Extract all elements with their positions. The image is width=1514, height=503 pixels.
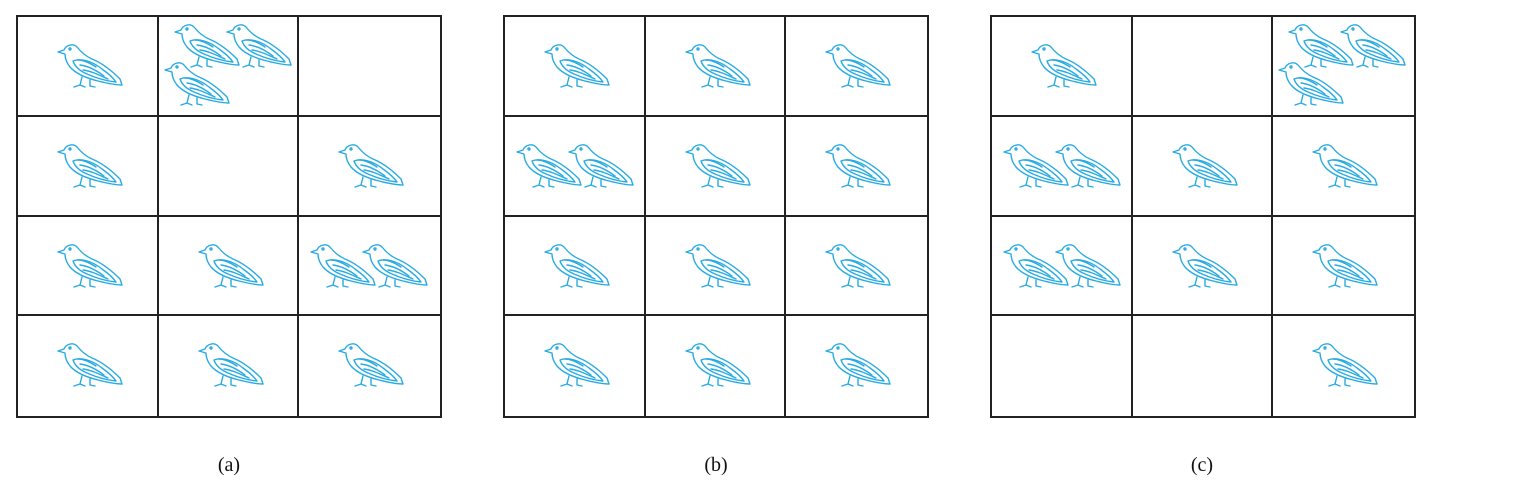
pigeonhole xyxy=(992,17,1133,117)
pigeonhole xyxy=(505,316,646,416)
pigeonhole xyxy=(1132,116,1274,217)
pigeon-icon xyxy=(197,241,265,291)
pigeon-icon xyxy=(543,340,611,390)
figure-c xyxy=(990,15,1416,418)
pigeon-icon xyxy=(824,340,892,390)
pigeonhole xyxy=(158,116,300,217)
pigeonhole xyxy=(505,17,646,117)
figure-b xyxy=(503,15,929,418)
pigeonhole xyxy=(786,316,927,416)
pigeonhole xyxy=(992,316,1133,416)
pigeonhole xyxy=(786,117,927,217)
pigeon-icon xyxy=(684,41,752,91)
pigeonhole xyxy=(1132,17,1274,117)
pigeon-icon xyxy=(1054,141,1122,191)
caption-a: (a) xyxy=(217,454,241,476)
pigeon-icon xyxy=(56,41,124,91)
pigeonhole xyxy=(992,216,1133,317)
pigeon-icon xyxy=(225,21,293,71)
pigeon-icon xyxy=(543,241,611,291)
pigeon-icon xyxy=(1002,141,1070,191)
pigeon-icon xyxy=(1287,21,1355,71)
pigeon-icon xyxy=(1171,141,1239,191)
pigeon-icon xyxy=(567,141,635,191)
pigeon-icon xyxy=(684,141,752,191)
pigeon-icon xyxy=(56,340,124,390)
pigeonhole xyxy=(1273,17,1414,117)
pigeon-icon xyxy=(824,241,892,291)
pigeon-icon xyxy=(309,241,377,291)
pigeonhole xyxy=(18,316,159,416)
pigeonhole xyxy=(1133,316,1274,416)
pigeonhole xyxy=(18,116,159,217)
pigeonhole xyxy=(158,216,300,317)
caption-c: (c) xyxy=(1190,454,1214,476)
pigeonhole-grid-b xyxy=(503,15,929,418)
pigeonhole xyxy=(992,116,1133,217)
pigeonhole xyxy=(299,316,440,416)
pigeon-icon xyxy=(56,141,124,191)
pigeonhole xyxy=(505,116,646,217)
pigeonhole xyxy=(645,17,787,117)
pigeonhole xyxy=(299,17,440,117)
pigeonhole xyxy=(18,216,159,317)
pigeonhole-grid-c xyxy=(990,15,1416,418)
pigeonhole-grid-a xyxy=(16,15,442,418)
pigeon-icon xyxy=(543,41,611,91)
pigeon-icon xyxy=(163,59,231,109)
pigeonhole xyxy=(18,17,159,117)
pigeonhole xyxy=(505,216,646,317)
pigeonhole xyxy=(645,116,787,217)
pigeonhole xyxy=(158,17,300,117)
pigeon-icon xyxy=(824,41,892,91)
pigeon-icon xyxy=(1311,241,1379,291)
pigeonhole xyxy=(786,217,927,317)
pigeon-icon xyxy=(56,241,124,291)
pigeonhole xyxy=(1132,216,1274,317)
pigeonhole xyxy=(645,216,787,317)
pigeon-icon xyxy=(197,340,265,390)
pigeon-icon xyxy=(173,21,241,71)
pigeon-icon xyxy=(361,241,429,291)
pigeonhole xyxy=(1273,117,1414,217)
pigeon-icon xyxy=(1171,241,1239,291)
pigeon-icon xyxy=(1311,340,1379,390)
pigeon-icon xyxy=(1002,241,1070,291)
pigeon-icon xyxy=(1311,141,1379,191)
pigeonhole xyxy=(1273,217,1414,317)
pigeonhole xyxy=(299,117,440,217)
pigeonhole xyxy=(646,316,787,416)
pigeon-icon xyxy=(824,141,892,191)
pigeonhole xyxy=(1273,316,1414,416)
pigeonhole xyxy=(159,316,300,416)
pigeon-icon xyxy=(1277,59,1345,109)
pigeonhole xyxy=(786,17,927,117)
caption-b: (b) xyxy=(704,454,728,476)
pigeon-icon xyxy=(1054,241,1122,291)
pigeonhole xyxy=(299,217,440,317)
pigeon-icon xyxy=(684,241,752,291)
pigeon-icon xyxy=(337,340,405,390)
pigeon-icon xyxy=(337,141,405,191)
figure-a xyxy=(16,15,442,418)
pigeon-icon xyxy=(1339,21,1407,71)
pigeon-icon xyxy=(515,141,583,191)
pigeon-icon xyxy=(1030,41,1098,91)
pigeon-icon xyxy=(684,340,752,390)
